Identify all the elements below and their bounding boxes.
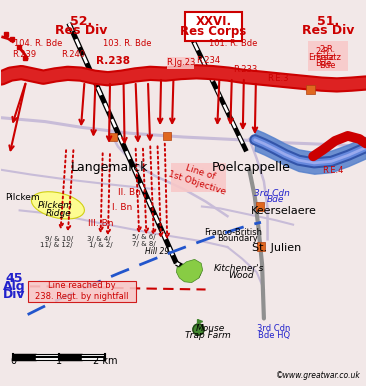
Text: R.234: R.234 bbox=[196, 56, 220, 65]
Text: 3rd Cdn: 3rd Cdn bbox=[254, 188, 290, 198]
Text: Boundary: Boundary bbox=[217, 234, 258, 243]
Text: Mouse: Mouse bbox=[195, 324, 225, 334]
Text: 5/ & 6/: 5/ & 6/ bbox=[132, 234, 156, 240]
Ellipse shape bbox=[31, 192, 85, 219]
Text: R.238: R.238 bbox=[96, 56, 130, 66]
Text: ©www.greatwar.co.uk: ©www.greatwar.co.uk bbox=[276, 371, 361, 380]
Text: XXVI.: XXVI. bbox=[195, 15, 232, 28]
Text: Poelcappelle: Poelcappelle bbox=[212, 161, 291, 174]
Text: III. Bn: III. Bn bbox=[88, 218, 113, 228]
Text: 9/ & 10/: 9/ & 10/ bbox=[45, 236, 73, 242]
Text: 1: 1 bbox=[56, 356, 62, 366]
Text: R.240: R.240 bbox=[61, 50, 86, 59]
FancyBboxPatch shape bbox=[185, 12, 242, 41]
Text: 45: 45 bbox=[5, 272, 23, 285]
Text: Bde: Bde bbox=[315, 59, 331, 68]
Text: Alg: Alg bbox=[3, 280, 26, 293]
Text: 1/ & 2/: 1/ & 2/ bbox=[89, 242, 112, 249]
Text: Hill 29: Hill 29 bbox=[145, 247, 169, 256]
Text: Bde: Bde bbox=[267, 195, 284, 205]
Text: II. Bn: II. Bn bbox=[118, 188, 141, 197]
Text: Div: Div bbox=[3, 288, 25, 301]
Text: Trap Farm: Trap Farm bbox=[184, 330, 230, 340]
Text: Line of
1st Objective: Line of 1st Objective bbox=[167, 159, 230, 196]
Text: Pilckem: Pilckem bbox=[5, 193, 40, 202]
Text: Res Div: Res Div bbox=[55, 24, 108, 37]
Text: Bde: Bde bbox=[320, 61, 336, 71]
Text: R.239: R.239 bbox=[12, 50, 36, 59]
Text: Bde HQ: Bde HQ bbox=[258, 330, 290, 340]
Bar bbox=[163, 132, 171, 140]
Text: 103. R. Bde: 103. R. Bde bbox=[103, 39, 152, 48]
Text: Wood: Wood bbox=[228, 271, 254, 280]
Bar bbox=[306, 85, 315, 94]
Polygon shape bbox=[198, 320, 203, 323]
Text: 3/ & 4/: 3/ & 4/ bbox=[87, 236, 111, 242]
Text: 2.R.: 2.R. bbox=[315, 47, 331, 56]
Text: Ersatz: Ersatz bbox=[315, 53, 341, 62]
Text: Kitchener's: Kitchener's bbox=[214, 264, 264, 273]
Bar bbox=[255, 202, 264, 211]
Bar bbox=[109, 133, 117, 141]
Text: 2.R.: 2.R. bbox=[320, 44, 336, 54]
Text: Line reached by
238. Regt. by nightfall: Line reached by 238. Regt. by nightfall bbox=[35, 281, 128, 301]
Text: Franco-British: Franco-British bbox=[204, 228, 262, 237]
Text: 2 km: 2 km bbox=[93, 356, 117, 366]
Text: Res Div: Res Div bbox=[302, 24, 354, 37]
Text: St. Julien: St. Julien bbox=[252, 243, 301, 253]
Text: Ersatz: Ersatz bbox=[309, 53, 335, 62]
FancyBboxPatch shape bbox=[171, 163, 226, 192]
Polygon shape bbox=[176, 259, 203, 283]
FancyBboxPatch shape bbox=[167, 57, 194, 69]
Text: 7/ & 8/: 7/ & 8/ bbox=[132, 240, 156, 247]
Text: Langemarck: Langemarck bbox=[70, 161, 147, 174]
Text: R.E.4: R.E.4 bbox=[322, 166, 343, 175]
Text: R.E.3: R.E.3 bbox=[267, 74, 288, 83]
Text: 52.: 52. bbox=[71, 15, 93, 28]
Text: 51.: 51. bbox=[317, 15, 339, 28]
Text: 101. R. Bde: 101. R. Bde bbox=[209, 39, 257, 48]
Text: 11/ & 12/: 11/ & 12/ bbox=[40, 242, 72, 249]
FancyBboxPatch shape bbox=[308, 41, 348, 71]
Text: 3rd Cdn: 3rd Cdn bbox=[257, 324, 291, 334]
Bar bbox=[257, 242, 265, 251]
FancyBboxPatch shape bbox=[28, 281, 135, 302]
Text: R.233: R.233 bbox=[233, 65, 257, 74]
Text: 0: 0 bbox=[10, 356, 16, 366]
Text: I. Bn: I. Bn bbox=[112, 203, 132, 212]
Text: Keerselaere: Keerselaere bbox=[251, 206, 317, 216]
Text: Res Corps: Res Corps bbox=[180, 25, 247, 38]
Text: Pilckem: Pilckem bbox=[38, 201, 73, 210]
Text: Ridge: Ridge bbox=[46, 208, 72, 218]
Text: R.Jg.23: R.Jg.23 bbox=[166, 58, 195, 68]
Text: 104. R. Bde: 104. R. Bde bbox=[14, 39, 62, 48]
